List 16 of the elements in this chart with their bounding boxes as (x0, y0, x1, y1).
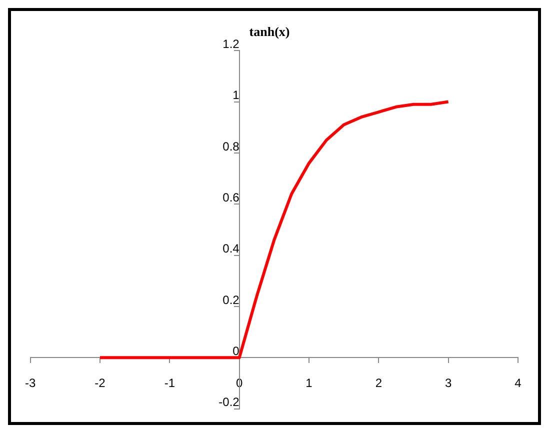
y-tick-label: 0 (232, 344, 240, 358)
y-tick-label: 0.6 (222, 190, 240, 204)
x-tick-label: -3 (25, 376, 36, 390)
y-tick-label: 0.4 (222, 242, 240, 256)
chart-title: tanh(x) (249, 24, 290, 40)
y-tick-label: 1.2 (222, 36, 240, 51)
y-tick-label: 0.2 (222, 292, 240, 307)
x-tick-label: -2 (94, 376, 106, 390)
y-tick-label: -0.2 (218, 395, 240, 410)
x-tick-label: 3 (444, 376, 452, 390)
x-tick-label: 2 (375, 376, 382, 390)
x-tick-label: 1 (306, 376, 313, 390)
y-tick-label: 0.8 (222, 139, 240, 154)
x-tick-label: -1 (164, 376, 176, 390)
x-tick-label: 4 (514, 376, 522, 390)
y-tick-label: 1 (232, 88, 240, 102)
